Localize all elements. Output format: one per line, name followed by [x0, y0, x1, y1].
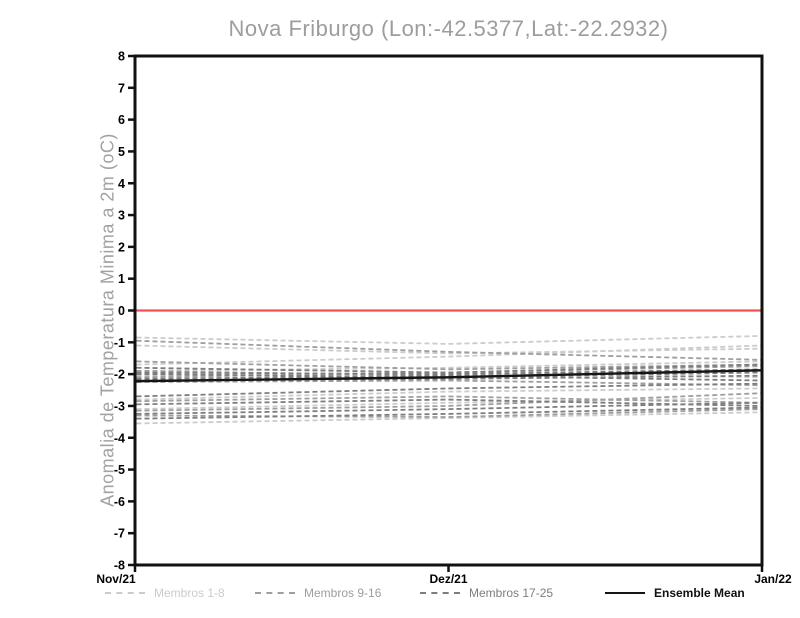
y-tick-label: -3 — [114, 399, 125, 413]
member-line — [136, 387, 761, 401]
legend-label: Membros 9-16 — [304, 586, 382, 600]
x-tick-label: Jan/22 — [754, 572, 792, 586]
legend-label: Ensemble Mean — [654, 586, 745, 600]
x-tick-label: Nov/21 — [96, 572, 136, 586]
member-line — [136, 397, 761, 411]
y-tick-label: 0 — [118, 304, 125, 318]
y-tick-label: 4 — [118, 177, 125, 191]
member-line — [136, 392, 761, 412]
y-tick-label: 3 — [118, 209, 125, 223]
y-tick-label: 5 — [118, 145, 125, 159]
y-tick-label: 7 — [118, 81, 125, 95]
y-tick-label: -8 — [114, 559, 125, 573]
y-tick-label: -5 — [114, 463, 125, 477]
x-tick-label: Dez/21 — [429, 572, 467, 586]
legend-item-membros-17-25: Membros 17-25 — [420, 586, 553, 600]
y-tick-label: -2 — [114, 368, 125, 382]
member-line — [136, 344, 761, 366]
member-line — [136, 335, 761, 345]
member-line — [136, 379, 761, 387]
y-tick-label: -7 — [114, 527, 125, 541]
member-line — [136, 363, 761, 374]
dashed-line-sample-light — [105, 592, 145, 594]
member-line — [136, 395, 761, 404]
solid-line-sample — [605, 592, 645, 594]
legend-label: Membros 1-8 — [154, 586, 225, 600]
member-line — [136, 411, 761, 425]
dashed-line-sample-medium — [255, 592, 295, 594]
member-line — [136, 401, 761, 415]
member-line — [136, 382, 761, 398]
legend-label: Membros 17-25 — [469, 586, 554, 600]
y-tick-label: -4 — [114, 431, 125, 445]
member-line — [136, 398, 761, 407]
y-tick-label: -6 — [114, 495, 125, 509]
member-line — [136, 406, 761, 420]
y-tick-label: 8 — [118, 50, 125, 64]
member-line — [136, 339, 761, 361]
member-line — [136, 368, 761, 376]
member-line — [136, 360, 761, 371]
member-line — [136, 344, 761, 355]
y-tick-label: 6 — [118, 113, 125, 127]
member-line — [136, 408, 761, 418]
y-tick-label: 2 — [118, 240, 125, 254]
y-tick-label: 1 — [118, 272, 125, 286]
y-tick-label: -1 — [114, 336, 125, 350]
y-axis-label: Anomalia de Temperatura Minima a 2m (oC) — [97, 133, 118, 507]
legend-item-membros-1-8: Membros 1-8 — [105, 586, 225, 600]
dashed-line-sample-dark — [420, 592, 460, 594]
ensemble-mean-line — [136, 369, 761, 383]
chart-title: Nova Friburgo (Lon:-42.5377,Lat:-22.2932… — [228, 16, 669, 41]
legend: Membros 1-8 Membros 9-16 Membros 17-25 E… — [0, 586, 800, 606]
legend-item-membros-9-16: Membros 9-16 — [255, 586, 381, 600]
member-line — [136, 374, 761, 382]
legend-item-ensemble-mean: Ensemble Mean — [605, 586, 745, 600]
